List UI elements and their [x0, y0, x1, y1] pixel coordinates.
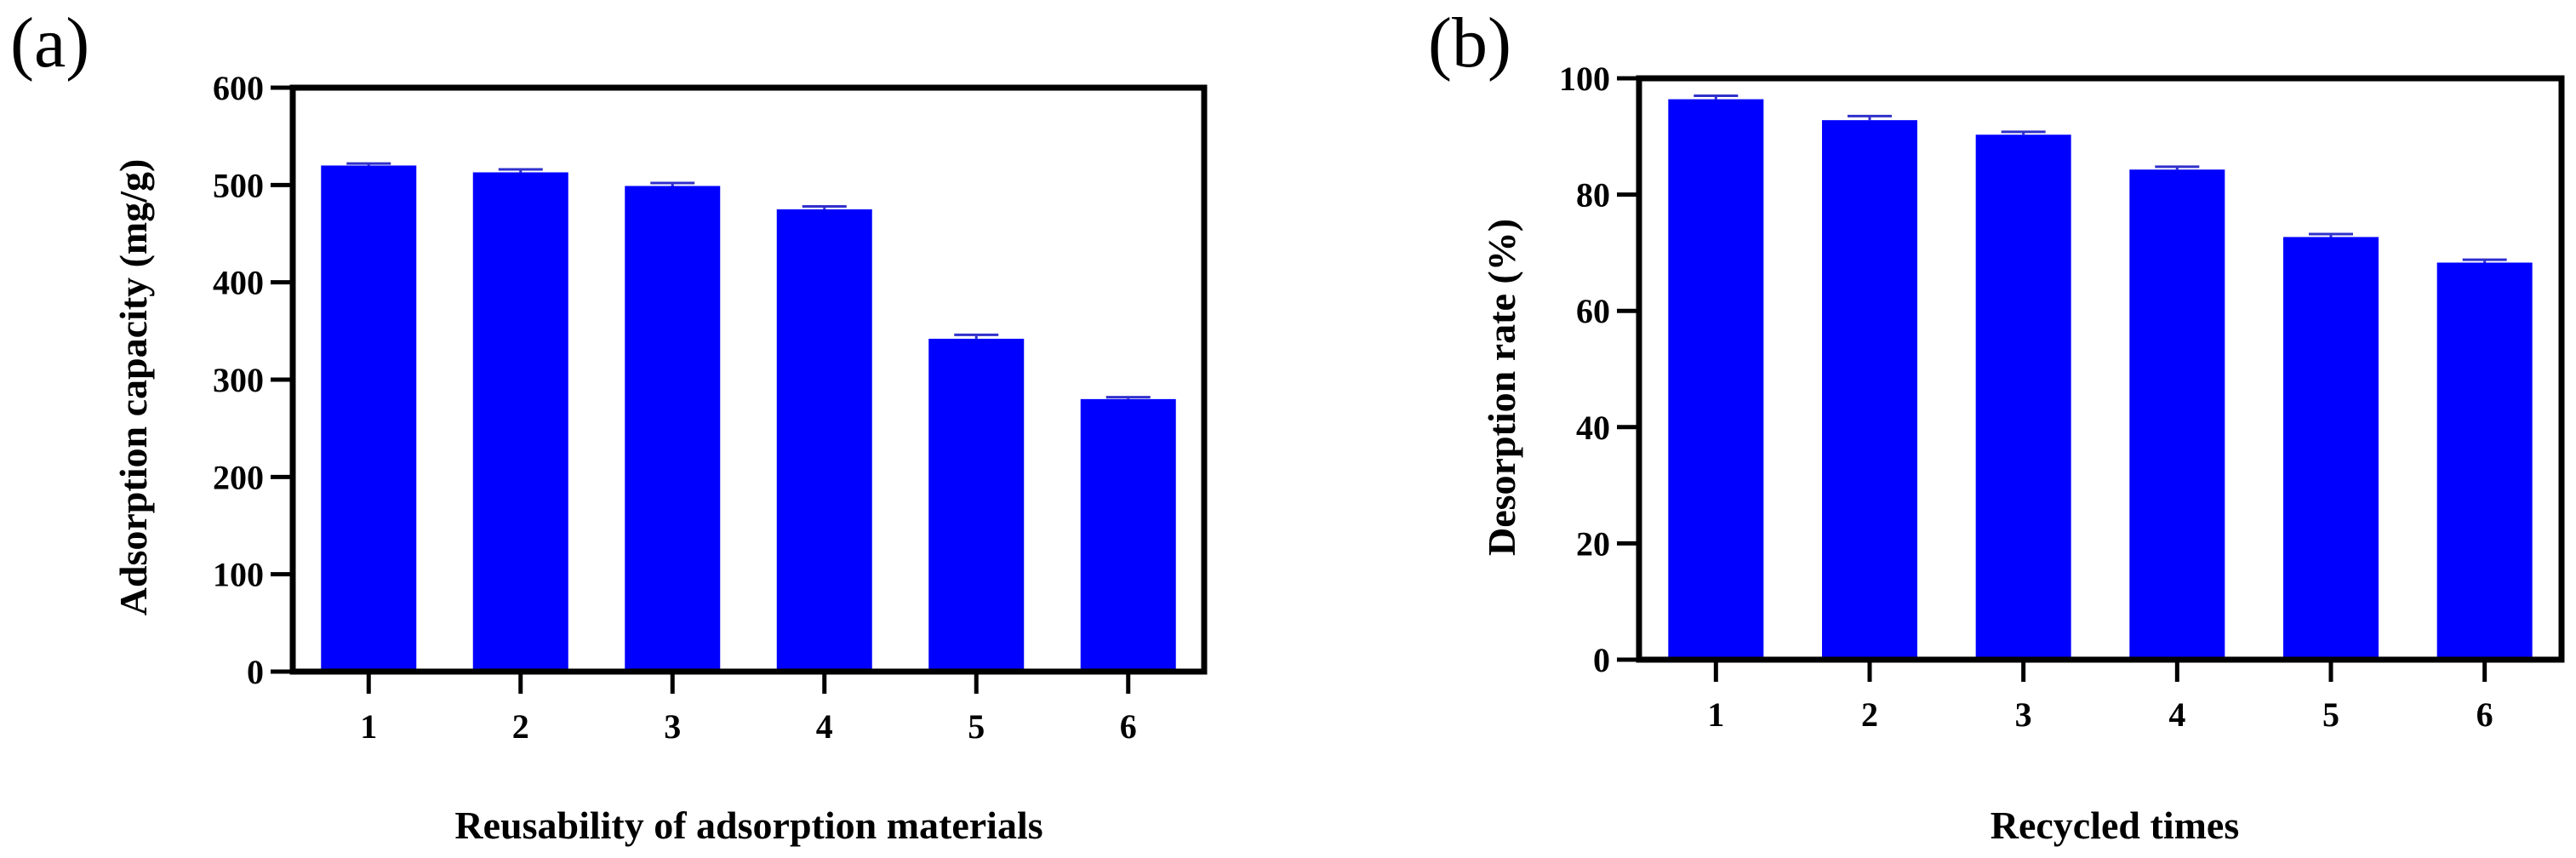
x-tick-label: 3: [664, 707, 681, 746]
x-tick-label: 1: [1707, 695, 1724, 734]
y-tick-label: 0: [1593, 641, 1610, 679]
chart-panel-b: (b) Desorption rate (%) Recycled times 0…: [1428, 3, 2565, 847]
bar-a-1: [321, 165, 417, 672]
x-tick-label: 5: [2322, 695, 2339, 734]
plot-frame-a: [289, 84, 1208, 675]
y-tick-label: 500: [213, 166, 264, 204]
y-tick-label: 100: [213, 556, 264, 594]
y-tick-label: 300: [213, 361, 264, 399]
y-axis-title-a: Adsorption capacity (mg/g): [111, 159, 155, 616]
x-tick-label: 4: [2168, 695, 2185, 734]
panel-label-a: (a): [10, 3, 89, 83]
y-tick-label: 100: [1559, 60, 1610, 98]
y-tick-label: 0: [247, 653, 264, 691]
bar-b-1: [1668, 99, 1764, 660]
y-tick-label: 40: [1576, 409, 1610, 447]
bar-a-3: [625, 186, 721, 672]
x-ticks-b: 1 2 3 4 5 6: [1707, 660, 2493, 734]
x-tick-label: 2: [1861, 695, 1878, 734]
x-tick-label: 6: [2476, 695, 2493, 734]
y-tick-label: 60: [1576, 292, 1610, 330]
bar-a-5: [928, 338, 1025, 672]
bar-a-6: [1080, 398, 1176, 672]
x-tick-label: 4: [816, 707, 833, 746]
chart-panel-a: (a) Adsorption capacity (mg/g) Reusabili…: [10, 3, 1208, 847]
plot-frame-b: [1636, 75, 2565, 663]
bar-a-2: [472, 172, 568, 672]
x-tick-label: 5: [968, 707, 985, 746]
y-tick-label: 200: [213, 458, 264, 496]
bar-b-4: [2129, 169, 2225, 660]
y-tick-label: 20: [1576, 524, 1610, 563]
bar-group-b: [1668, 94, 2533, 661]
panel-label-b: (b): [1428, 3, 1511, 83]
bar-b-3: [1975, 134, 2071, 661]
x-tick-label: 1: [360, 707, 377, 746]
x-ticks-a: 1 2 3 4 5 6: [360, 672, 1137, 746]
bar-b-2: [1822, 120, 1917, 660]
bar-group-a: [321, 162, 1176, 672]
x-axis-title-b: Recycled times: [1991, 804, 2240, 847]
y-tick-label: 400: [213, 264, 264, 302]
bar-b-5: [2283, 237, 2379, 660]
x-tick-label: 2: [512, 707, 529, 746]
x-tick-label: 6: [1120, 707, 1137, 746]
y-tick-label: 600: [213, 69, 264, 107]
x-tick-label: 3: [2015, 695, 2032, 734]
bar-b-6: [2436, 262, 2533, 660]
y-ticks-a: 0 100 200 300 400 500 600: [213, 69, 293, 691]
y-tick-label: 80: [1576, 176, 1610, 214]
y-axis-title-b: Desorption rate (%): [1480, 219, 1523, 556]
x-axis-title-a: Reusability of adsorption materials: [454, 804, 1042, 847]
y-ticks-b: 0 20 40 60 80 100: [1559, 60, 1639, 679]
bar-a-4: [776, 209, 872, 672]
